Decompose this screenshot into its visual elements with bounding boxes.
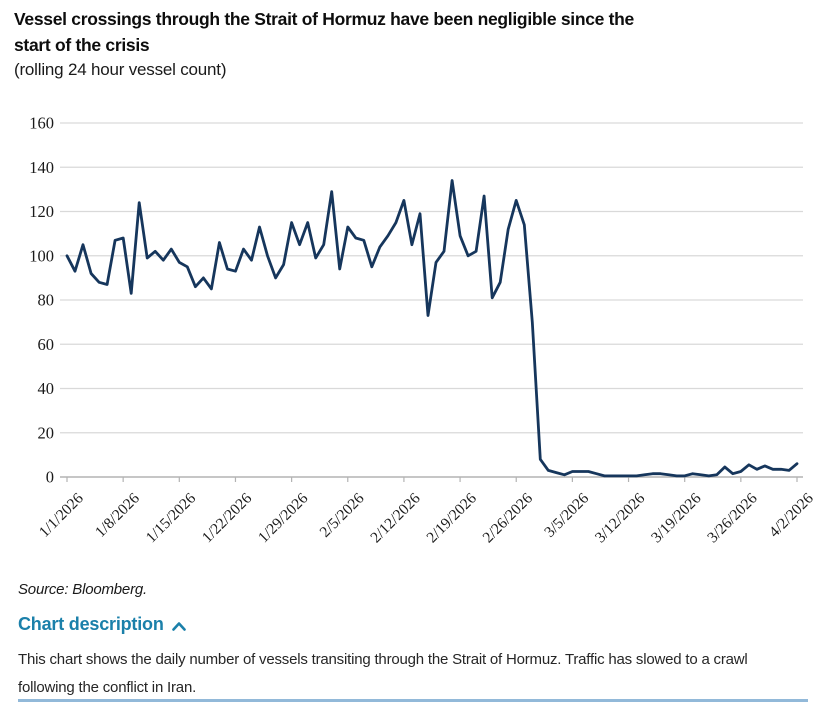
y-tick-label: 80 <box>38 291 55 310</box>
y-tick-label: 100 <box>29 246 54 265</box>
source-note: Source: Bloomberg. <box>18 581 147 598</box>
x-tick-label: 2/5/2026 <box>317 490 368 541</box>
chart-description-label: Chart description <box>18 613 164 634</box>
x-tick-label: 3/19/2026 <box>648 490 705 547</box>
x-tick-label: 3/5/2026 <box>541 490 592 541</box>
chart-description-text: This chart shows the daily number of ves… <box>18 651 748 696</box>
chart-description-toggle[interactable]: Chart description <box>18 612 186 636</box>
chart-subtitle: (rolling 24 hour vessel count) <box>14 60 227 79</box>
y-tick-label: 20 <box>38 423 55 442</box>
x-tick-label: 1/1/2026 <box>36 490 87 541</box>
x-tick-label: 2/19/2026 <box>423 490 480 547</box>
y-tick-label: 60 <box>38 335 55 354</box>
x-tick-label: 1/15/2026 <box>143 490 200 547</box>
bottom-divider <box>18 699 808 702</box>
vessel-count-line-chart: 0 20 40 60 80 100 120 140 160 1/1/2026 1/8/2026 1/1… <box>29 114 817 547</box>
chart-title: Vessel crossings through the Strait of H… <box>14 9 634 55</box>
x-tick-label: 2/12/2026 <box>367 490 424 547</box>
x-tick-label: 3/26/2026 <box>704 490 761 547</box>
y-tick-label: 0 <box>46 468 54 487</box>
x-tick-label: 1/8/2026 <box>92 490 143 541</box>
chevron-up-icon <box>171 615 186 636</box>
y-tick-label: 40 <box>38 379 55 398</box>
x-tick-label: 4/2/2026 <box>766 490 817 541</box>
x-tick-label: 3/12/2026 <box>592 490 649 547</box>
y-tick-label: 160 <box>29 114 54 133</box>
vessel-count-series-line <box>65 179 799 478</box>
x-tick-label: 1/29/2026 <box>255 490 312 547</box>
x-tick-label: 2/26/2026 <box>480 490 537 547</box>
y-tick-label: 140 <box>29 158 54 177</box>
y-tick-label: 120 <box>29 202 54 221</box>
x-tick-label: 1/22/2026 <box>199 490 256 547</box>
